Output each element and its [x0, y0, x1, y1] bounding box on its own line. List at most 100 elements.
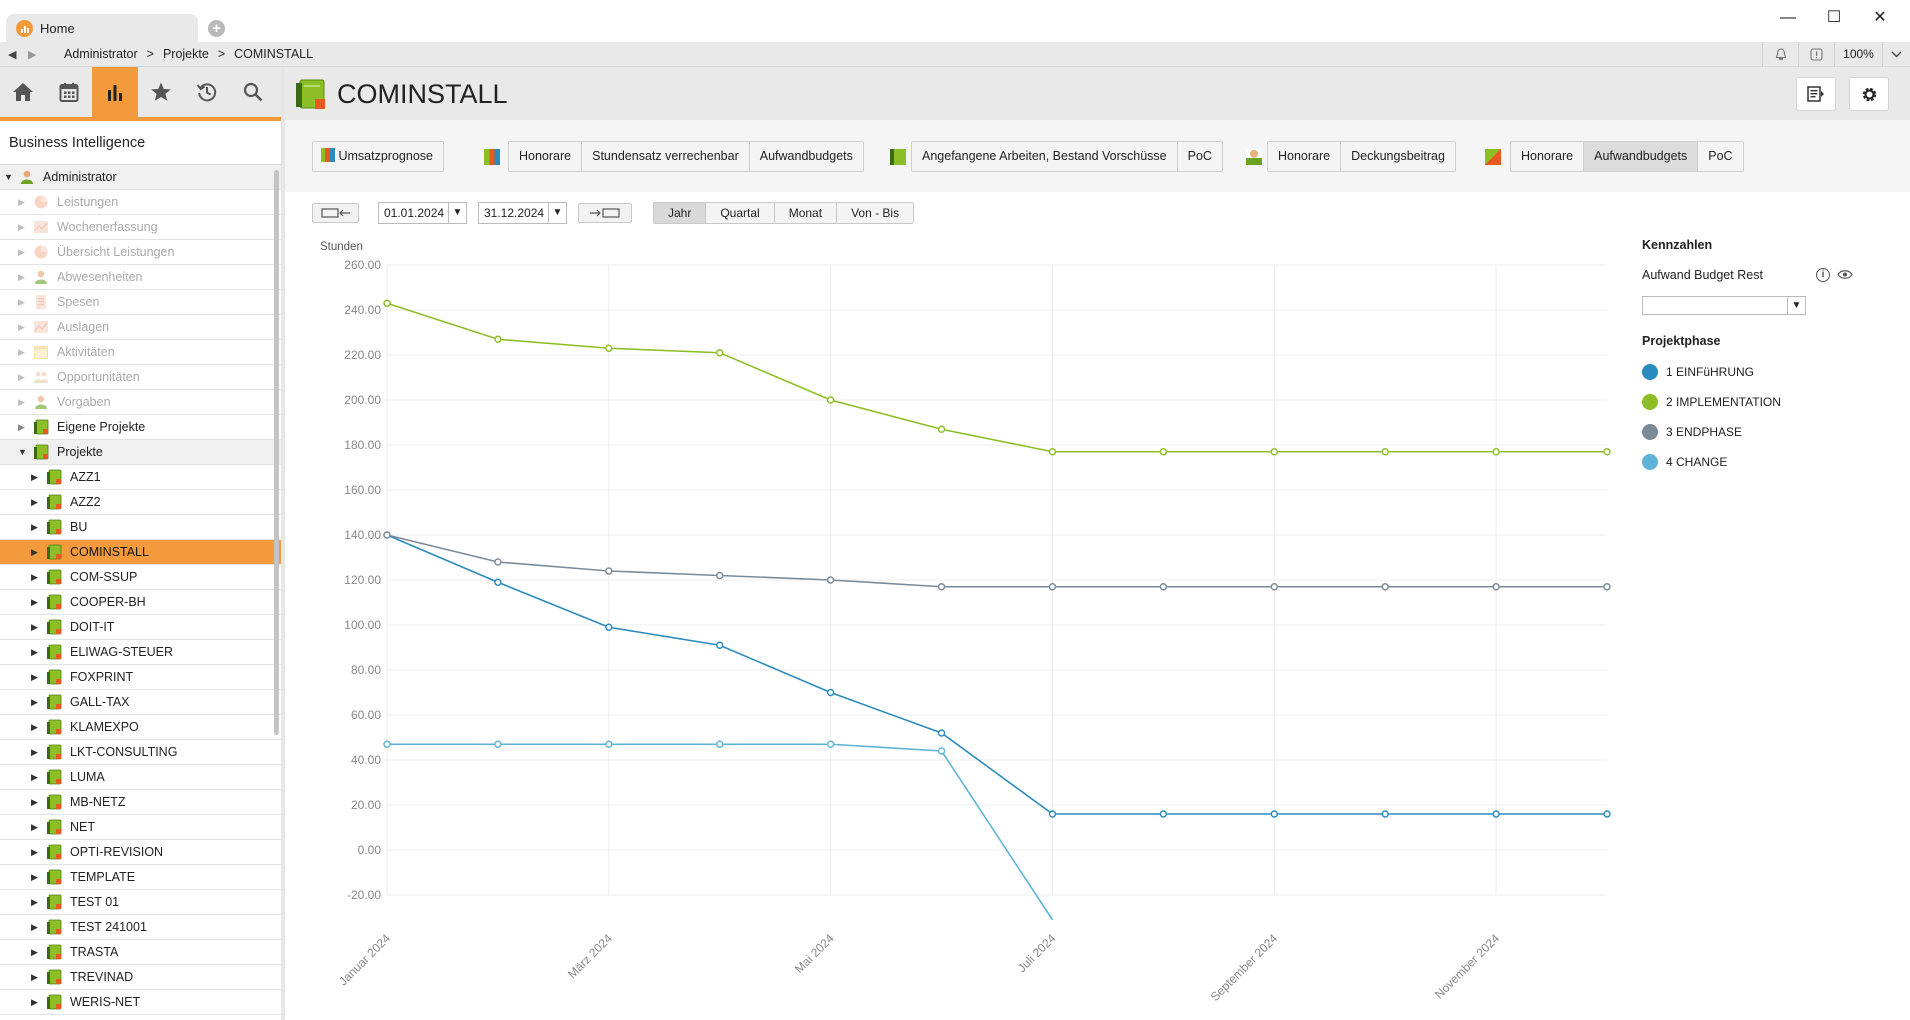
expand-icon[interactable]: ▶: [31, 596, 38, 607]
expand-icon[interactable]: ▶: [31, 696, 38, 707]
tree-item-trasta[interactable]: ▶ TRASTA: [0, 940, 281, 965]
expand-icon[interactable]: ▶: [18, 371, 25, 382]
nav-bi-button[interactable]: [92, 67, 138, 117]
tree-item-lkt-consulting[interactable]: ▶ LKT-CONSULTING: [0, 740, 281, 765]
tree-scrollbar[interactable]: [274, 170, 279, 735]
expand-icon[interactable]: ▶: [18, 346, 25, 357]
legend-item[interactable]: 4 CHANGE: [1642, 454, 1727, 470]
expand-icon[interactable]: ▶: [31, 821, 38, 832]
tree-item-eigene-projekte[interactable]: ▶ Eigene Projekte: [0, 415, 281, 440]
expand-icon[interactable]: ▶: [31, 671, 38, 682]
alert-icon[interactable]: [1798, 42, 1834, 67]
chevron-down-icon[interactable]: ▼: [1787, 297, 1805, 314]
chevron-down-icon[interactable]: ▼: [448, 203, 466, 223]
period-option[interactable]: Von - Bis: [837, 203, 914, 223]
tree-item-opti-revision[interactable]: ▶ OPTI-REVISION: [0, 840, 281, 865]
tree-item-klamexpo[interactable]: ▶ KLAMEXPO: [0, 715, 281, 740]
expand-icon[interactable]: ▶: [31, 946, 38, 957]
legend-item[interactable]: 2 IMPLEMENTATION: [1642, 394, 1781, 410]
tree-item-eliwag-steuer[interactable]: ▶ ELIWAG-STEUER: [0, 640, 281, 665]
tree-item-test-01[interactable]: ▶ TEST 01: [0, 890, 281, 915]
back-arrow-icon[interactable]: ◀: [8, 48, 17, 61]
toolbar-button[interactable]: Deckungsbeitrag: [1351, 149, 1445, 163]
tree-item-template[interactable]: ▶ TEMPLATE: [0, 865, 281, 890]
legend-item[interactable]: 3 ENDPHASE: [1642, 424, 1742, 440]
legend-item[interactable]: 1 EINFüHRUNG: [1642, 364, 1754, 380]
breadcrumb-item[interactable]: COMINSTALL: [234, 47, 314, 61]
expand-icon[interactable]: ▶: [31, 646, 38, 657]
expand-icon[interactable]: ▶: [31, 621, 38, 632]
tree-item-doit-it[interactable]: ▶ DOIT-IT: [0, 615, 281, 640]
expand-icon[interactable]: ▶: [31, 521, 38, 532]
tree-item-com-ssup[interactable]: ▶ COM-SSUP: [0, 565, 281, 590]
tree-item-projekte[interactable]: ▼ Projekte: [0, 440, 281, 465]
nav-favorites-button[interactable]: [138, 67, 184, 117]
date-from-field[interactable]: 01.01.2024 ▼: [378, 202, 467, 224]
expand-icon[interactable]: ▶: [31, 471, 38, 482]
tree-item-test-241001[interactable]: ▶ TEST 241001: [0, 915, 281, 940]
expand-icon[interactable]: ▶: [31, 771, 38, 782]
expand-icon[interactable]: ▶: [31, 546, 38, 557]
splitter[interactable]: [281, 67, 285, 1020]
chevron-down-icon[interactable]: [1882, 42, 1910, 67]
tab-home[interactable]: Home: [6, 14, 198, 42]
expand-icon[interactable]: ▶: [31, 496, 38, 507]
expanded-icon[interactable]: ▼: [4, 172, 13, 182]
toolbar-button[interactable]: PoC: [1187, 149, 1212, 163]
expand-icon[interactable]: ▶: [31, 746, 38, 757]
toolbar-button[interactable]: Aufwandbudgets: [1584, 142, 1699, 171]
toolbar-button[interactable]: Honorare: [509, 142, 583, 171]
expand-icon[interactable]: ▶: [31, 846, 38, 857]
expand-icon[interactable]: ▶: [31, 871, 38, 882]
expand-icon[interactable]: ▶: [18, 421, 25, 432]
period-option[interactable]: Monat: [774, 203, 838, 223]
toolbar-button[interactable]: PoC: [1708, 149, 1733, 163]
tree-item-bu[interactable]: ▶ BU: [0, 515, 281, 540]
chevron-down-icon[interactable]: ▼: [548, 203, 566, 223]
close-button[interactable]: ✕: [1873, 9, 1887, 26]
maximize-button[interactable]: ☐: [1826, 9, 1842, 26]
date-to-field[interactable]: 31.12.2024 ▼: [478, 202, 567, 224]
tree-item-gall-tax[interactable]: ▶ GALL-TAX: [0, 690, 281, 715]
tree-item-administrator[interactable]: ▼ Administrator: [0, 165, 281, 190]
toolbar-button[interactable]: Honorare: [1511, 142, 1585, 171]
umsatzprognose-button[interactable]: Umsatzprognose: [313, 142, 443, 171]
tree-item-net[interactable]: ▶ NET: [0, 815, 281, 840]
expanded-icon[interactable]: ▼: [18, 447, 27, 457]
period-prev-button[interactable]: [312, 203, 359, 223]
expand-icon[interactable]: ▶: [18, 321, 25, 332]
minimize-button[interactable]: —: [1780, 9, 1796, 26]
period-option[interactable]: Jahr: [654, 203, 707, 223]
zoom-level[interactable]: 100%: [1834, 42, 1882, 67]
breadcrumb-item[interactable]: Projekte: [162, 47, 209, 61]
expand-icon[interactable]: ▶: [31, 971, 38, 982]
expand-icon[interactable]: ▶: [18, 396, 25, 407]
expand-icon[interactable]: ▶: [31, 896, 38, 907]
nav-history-button[interactable]: [184, 67, 230, 117]
report-button[interactable]: [1796, 77, 1836, 111]
breadcrumb-item[interactable]: Administrator: [64, 47, 138, 61]
expand-icon[interactable]: ▶: [31, 921, 38, 932]
expand-icon[interactable]: ▶: [31, 996, 38, 1007]
expand-icon[interactable]: ▶: [18, 246, 25, 257]
expand-icon[interactable]: ▶: [18, 196, 25, 207]
expand-icon[interactable]: ▶: [18, 221, 25, 232]
toolbar-button[interactable]: Stundensatz verrechenbar: [582, 142, 750, 171]
tree-item-azz2[interactable]: ▶ AZZ2: [0, 490, 281, 515]
info-icon[interactable]: i: [1816, 268, 1830, 282]
tree-item-cominstall[interactable]: ▶ COMINSTALL: [0, 540, 281, 565]
tree-item-luma[interactable]: ▶ LUMA: [0, 765, 281, 790]
period-next-button[interactable]: [578, 203, 632, 223]
toolbar-button[interactable]: Honorare: [1268, 142, 1342, 171]
nav-calendar-button[interactable]: [46, 67, 92, 117]
toolbar-button[interactable]: Aufwandbudgets: [759, 149, 853, 163]
expand-icon[interactable]: ▶: [31, 721, 38, 732]
expand-icon[interactable]: ▶: [31, 796, 38, 807]
tree-item-weris-net[interactable]: ▶ WERIS-NET: [0, 990, 281, 1015]
nav-search-button[interactable]: [230, 67, 276, 117]
tree-item-azz1[interactable]: ▶ AZZ1: [0, 465, 281, 490]
add-tab-icon[interactable]: +: [208, 20, 225, 37]
period-option[interactable]: Quartal: [706, 203, 775, 223]
nav-home-button[interactable]: [0, 67, 46, 117]
eye-icon[interactable]: [1837, 269, 1853, 280]
